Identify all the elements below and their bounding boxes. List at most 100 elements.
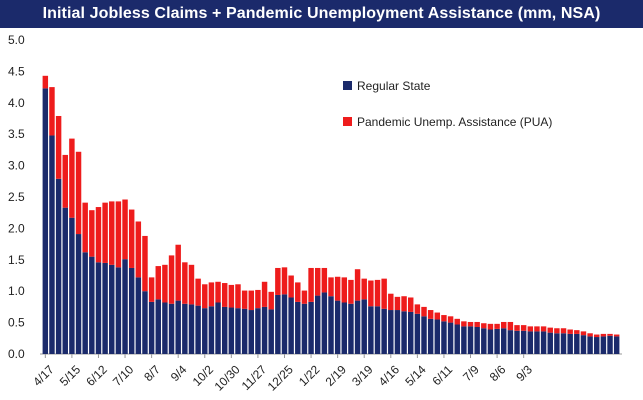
bar-pua — [115, 201, 122, 268]
bar-regular-state — [354, 300, 361, 354]
x-tick-label: 4/16 — [376, 362, 403, 389]
bar-pua — [142, 235, 148, 292]
bar-pua — [414, 304, 421, 314]
bar-pua — [487, 323, 494, 330]
bar-regular-state — [95, 262, 102, 354]
bar-pua — [168, 255, 175, 304]
bar-regular-state — [613, 336, 620, 354]
bar-pua — [467, 321, 474, 327]
bar-pua — [341, 277, 348, 303]
bar-regular-state — [142, 291, 148, 354]
bar-pua — [567, 329, 573, 334]
bar-pua — [534, 326, 540, 332]
bar-regular-state — [135, 277, 142, 354]
bar-regular-state — [567, 333, 573, 354]
bar-regular-state — [434, 319, 441, 354]
bar-regular-state — [501, 328, 507, 354]
bar-pua — [394, 296, 401, 311]
bar-pua — [547, 327, 553, 333]
bar-regular-state — [115, 267, 122, 354]
bar-pua — [560, 328, 567, 334]
bar-pua — [188, 264, 195, 305]
bar-regular-state — [401, 311, 407, 354]
bar-regular-state — [554, 333, 560, 354]
bar-regular-state — [268, 309, 274, 354]
bar-regular-state — [255, 308, 261, 354]
bar-regular-state — [520, 330, 527, 354]
bar-pua — [381, 278, 387, 309]
bar-pua — [600, 333, 607, 337]
bar-pua — [202, 284, 208, 309]
bar-pua — [374, 279, 381, 307]
bar-pua — [321, 267, 328, 293]
bar-regular-state — [215, 302, 221, 354]
bar-regular-state — [308, 301, 314, 354]
bar-regular-state — [394, 310, 401, 354]
legend-swatch-regular-state — [343, 81, 352, 90]
y-tick-label: 2.5 — [8, 190, 25, 204]
y-tick-label: 0.0 — [8, 347, 25, 361]
x-tick-label: 1/22 — [296, 362, 323, 389]
bar-regular-state — [594, 337, 600, 354]
bar-pua — [361, 278, 367, 300]
y-tick-label: 3.5 — [8, 127, 25, 141]
bar-regular-state — [514, 330, 520, 354]
bar-pua — [281, 267, 288, 295]
bar-pua — [208, 282, 215, 307]
bar-pua — [354, 269, 361, 301]
bar-regular-state — [361, 299, 367, 354]
chart-plot: 0.00.51.01.52.02.53.03.54.04.55.0 4/17 5/… — [8, 33, 622, 394]
bar-pua — [102, 202, 108, 263]
x-tick-label: 7/10 — [110, 362, 137, 389]
bar-regular-state — [447, 322, 454, 354]
bar-pua — [241, 290, 248, 309]
bar-regular-state — [128, 267, 135, 354]
x-tick-label: 6/12 — [83, 362, 110, 389]
bar-pua — [268, 291, 274, 310]
bar-pua — [574, 330, 580, 334]
bar-regular-state — [467, 326, 474, 354]
y-axis: 0.0 0.5 1.0 1.5 2.0 2.5 3.0 3.5 4.0 4.5 5.0 — [8, 33, 25, 361]
bar-pua — [182, 262, 188, 304]
bar-pua — [514, 325, 520, 331]
bars — [42, 75, 620, 355]
y-tick-label: 3.0 — [8, 159, 25, 173]
bar-pua — [261, 281, 268, 307]
bar-pua — [501, 321, 507, 329]
bar-regular-state — [321, 292, 328, 354]
x-tick-label: 4/17 — [30, 362, 57, 389]
bar-regular-state — [421, 316, 427, 354]
bar-regular-state — [202, 308, 208, 354]
bar-pua — [308, 267, 314, 302]
bar-pua — [155, 266, 161, 300]
bar-pua — [109, 201, 115, 265]
bar-regular-state — [560, 333, 567, 354]
bar-regular-state — [427, 318, 434, 354]
bar-regular-state — [540, 331, 547, 354]
bar-regular-state — [348, 303, 354, 354]
bar-pua — [607, 333, 613, 336]
bar-regular-state — [461, 326, 467, 354]
bar-pua — [494, 323, 500, 329]
bar-pua — [527, 326, 534, 332]
bar-regular-state — [314, 295, 321, 354]
y-tick-label: 5.0 — [8, 33, 25, 47]
bar-regular-state — [441, 321, 447, 354]
bar-pua — [75, 151, 82, 235]
x-axis: 4/17 5/15 6/12 7/10 8/7 9/4 10/210/3011/2712/2… — [30, 353, 622, 394]
bar-pua — [348, 279, 354, 304]
bar-regular-state — [62, 207, 68, 354]
bar-regular-state — [574, 333, 580, 354]
bar-regular-state — [487, 329, 494, 354]
x-tick-label: 12/25 — [265, 362, 296, 393]
bar-pua — [122, 199, 128, 260]
bar-pua — [388, 293, 394, 311]
y-tick-label: 1.0 — [8, 284, 25, 298]
bar-regular-state — [49, 135, 55, 354]
bar-pua — [474, 321, 480, 327]
bar-regular-state — [241, 308, 248, 354]
legend: Regular State Pandemic Unemp. Assistance… — [343, 79, 552, 129]
bar-regular-state — [494, 328, 500, 354]
bar-pua — [82, 202, 88, 253]
